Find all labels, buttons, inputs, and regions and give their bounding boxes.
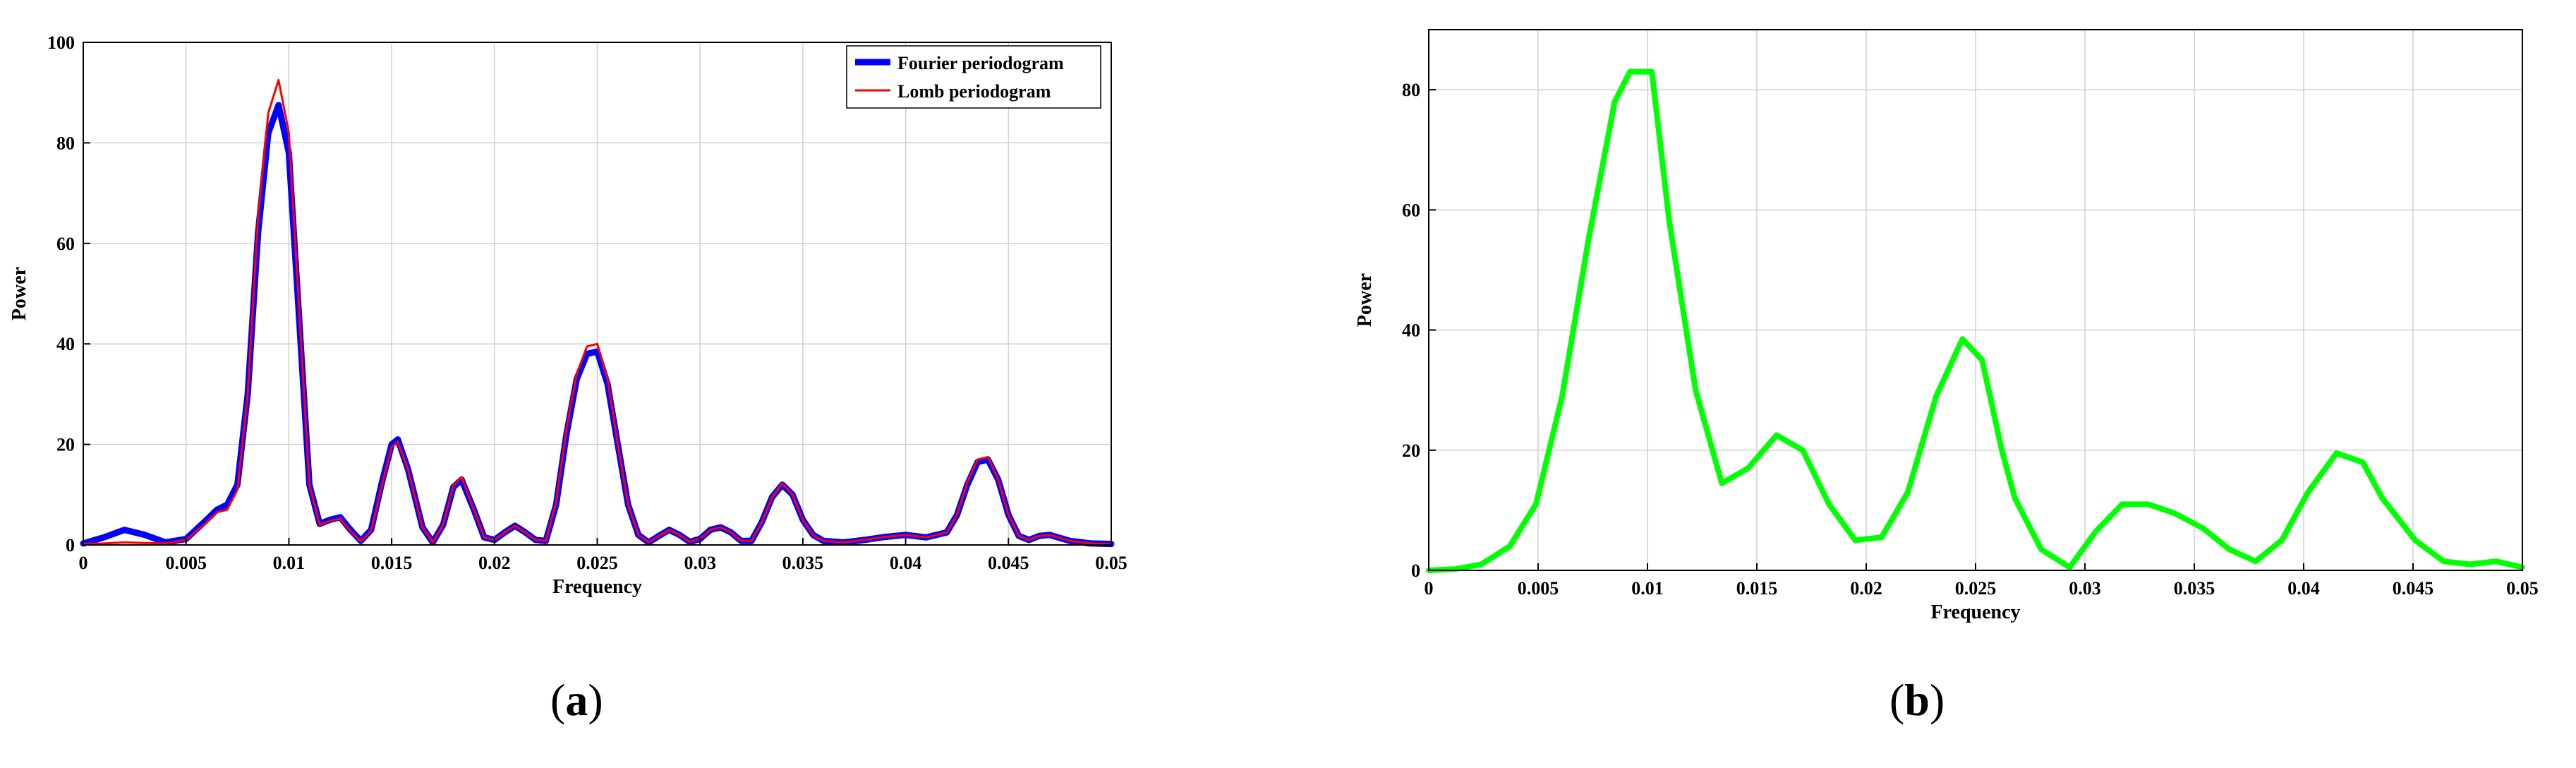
x-tick-label: 0.01	[1631, 578, 1664, 599]
x-tick-label: 0.015	[1736, 578, 1778, 599]
x-tick-label: 0.025	[1955, 578, 1997, 599]
grid-b	[1428, 30, 2523, 571]
chart-panel-b: 0 0.005 0.01 0.015 0.02 0.025 0.03 0.035 0.04 0.0…	[1354, 29, 2539, 623]
x-tick-label: 0.03	[2069, 578, 2101, 599]
caption-a-close: )	[588, 675, 603, 725]
chart-panel-a: 0 0.005 0.01 0.015 0.02 0.025 0.03 0.035 0.04 0.0…	[8, 32, 1127, 598]
x-tick-label: 0.02	[1850, 578, 1882, 599]
x-tick-label: 0.03	[684, 553, 716, 573]
x-axis-label-a: Frequency	[552, 576, 642, 598]
caption-b-letter: b	[1904, 675, 1930, 725]
x-tick-label: 0.04	[890, 553, 922, 573]
legend-label-fourier: Fourier periodogram	[897, 53, 1064, 73]
y-tick-label: 20	[1402, 440, 1420, 461]
y-axis-label-b: Power	[1354, 273, 1376, 327]
legend-box	[846, 45, 1101, 109]
caption-a-open: (	[550, 675, 566, 725]
y-tick-label: 100	[47, 32, 75, 53]
legend-a: Fourier periodogram Lomb periodogram	[846, 45, 1101, 109]
caption-b: (b)	[1889, 674, 1945, 726]
x-tick-label: 0.045	[988, 553, 1029, 573]
y-tick-label: 80	[56, 133, 75, 153]
y-tick-label: 60	[1402, 200, 1420, 220]
x-tick-label: 0.025	[576, 553, 618, 573]
y-tick-label: 80	[1402, 80, 1420, 100]
x-tick-label: 0.05	[1095, 553, 1127, 573]
series-line-b	[1426, 68, 2525, 573]
series-line-lomb-periodogram	[82, 78, 1113, 546]
x-tick-label: 0	[79, 553, 88, 573]
ticks-a: 0 0.005 0.01 0.015 0.02 0.025 0.03 0.035 0.04 0.0…	[47, 32, 1127, 573]
x-tick-label: 0	[1425, 578, 1434, 599]
y-tick-label: 60	[56, 234, 75, 254]
x-tick-label: 0.035	[782, 553, 824, 573]
x-tick-label: 0.045	[2393, 578, 2434, 599]
caption-a: (a)	[550, 674, 603, 726]
x-axis-label-b: Frequency	[1930, 601, 2020, 623]
y-tick-label: 0	[66, 535, 75, 556]
ticks-b: 0 0.005 0.01 0.015 0.02 0.025 0.03 0.035 0.04 0.0…	[1402, 80, 2539, 599]
caption-b-close: )	[1929, 675, 1945, 725]
series-group-b	[1426, 68, 2525, 573]
legend-label-lomb: Lomb periodogram	[897, 81, 1051, 102]
x-tick-label: 0.005	[1518, 578, 1559, 599]
x-tick-label: 0.015	[371, 553, 413, 573]
caption-a-letter: a	[565, 675, 588, 725]
series-group-a	[80, 78, 1115, 548]
x-tick-label: 0.04	[2287, 578, 2320, 599]
caption-b-open: (	[1889, 675, 1905, 725]
x-tick-label: 0.05	[2506, 578, 2539, 599]
y-axis-label-a: Power	[8, 267, 30, 320]
y-tick-label: 40	[56, 334, 75, 354]
y-tick-label: 40	[1402, 320, 1420, 341]
x-tick-label: 0.005	[165, 553, 207, 573]
x-tick-label: 0.02	[478, 553, 511, 573]
y-tick-label: 20	[56, 435, 75, 455]
y-tick-label: 0	[1411, 560, 1420, 581]
x-tick-label: 0.01	[273, 553, 306, 573]
x-tick-label: 0.035	[2174, 578, 2215, 599]
